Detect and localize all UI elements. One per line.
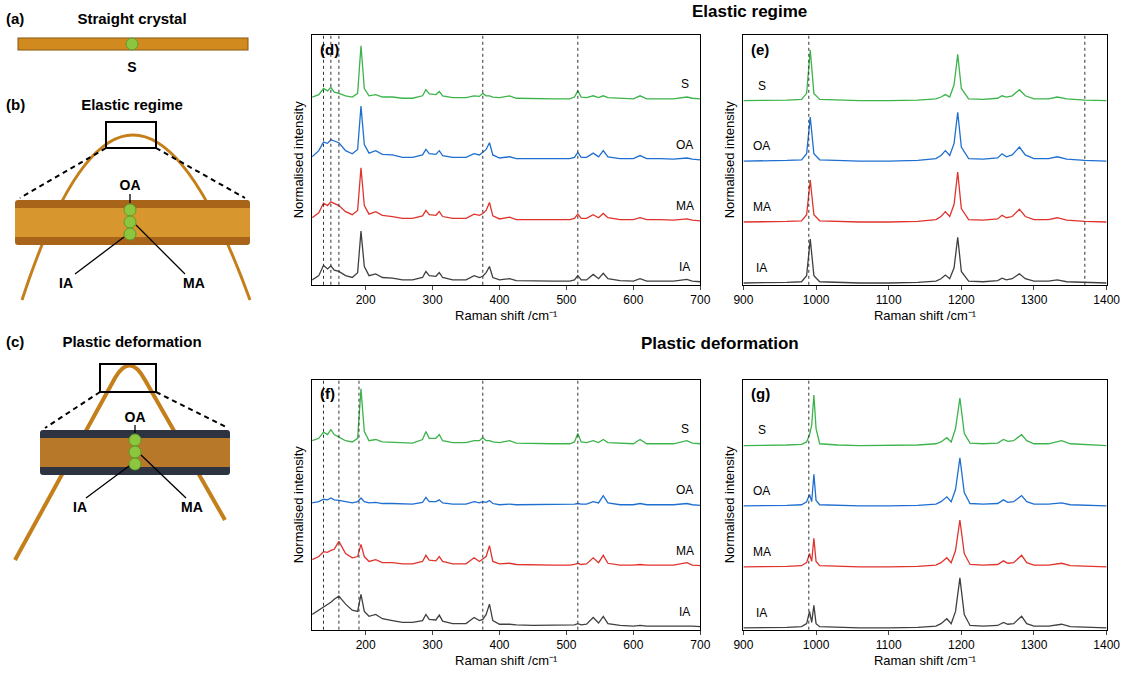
svg-text:MA: MA <box>676 199 694 213</box>
svg-text:OA: OA <box>753 484 770 498</box>
svg-text:MA: MA <box>676 544 694 558</box>
svg-text:OA: OA <box>120 177 141 193</box>
svg-text:IA: IA <box>756 261 767 275</box>
svg-text:MA: MA <box>753 545 771 559</box>
svg-text:IA: IA <box>756 606 767 620</box>
svg-text:900: 900 <box>733 638 753 652</box>
svg-text:1100: 1100 <box>876 638 902 652</box>
svg-text:Normalised intensity: Normalised intensity <box>291 101 306 219</box>
svg-text:S: S <box>758 423 766 437</box>
svg-text:Plastic deformation: Plastic deformation <box>641 334 799 353</box>
svg-text:400: 400 <box>489 638 509 652</box>
svg-text:(d): (d) <box>320 41 339 58</box>
svg-text:500: 500 <box>556 293 576 307</box>
svg-text:IA: IA <box>679 260 690 274</box>
svg-text:Normalised intensity: Normalised intensity <box>291 446 306 564</box>
svg-text:(e): (e) <box>751 41 769 58</box>
svg-text:1100: 1100 <box>876 293 902 307</box>
svg-text:1000: 1000 <box>803 293 830 307</box>
svg-text:300: 300 <box>423 638 443 652</box>
svg-text:1200: 1200 <box>948 293 975 307</box>
svg-text:OA: OA <box>125 409 146 425</box>
svg-text:Raman shift /cm⁻¹: Raman shift /cm⁻¹ <box>874 308 977 323</box>
svg-text:S: S <box>681 77 689 91</box>
svg-text:300: 300 <box>423 293 443 307</box>
svg-text:500: 500 <box>556 638 576 652</box>
svg-text:IA: IA <box>679 605 690 619</box>
svg-text:MA: MA <box>183 275 205 291</box>
svg-text:1400: 1400 <box>1093 638 1120 652</box>
svg-text:Raman shift /cm⁻¹: Raman shift /cm⁻¹ <box>455 653 558 668</box>
svg-text:OA: OA <box>676 138 693 152</box>
svg-text:1400: 1400 <box>1093 293 1120 307</box>
svg-text:1000: 1000 <box>803 638 830 652</box>
svg-text:Elastic regime: Elastic regime <box>692 2 807 21</box>
svg-text:(f): (f) <box>320 385 335 402</box>
svg-text:IA: IA <box>73 499 87 515</box>
svg-text:200: 200 <box>356 293 376 307</box>
svg-text:MA: MA <box>181 499 203 515</box>
svg-text:Normalised intensity: Normalised intensity <box>722 446 737 564</box>
svg-text:Plastic deformation: Plastic deformation <box>62 333 201 350</box>
svg-text:S: S <box>758 79 766 93</box>
svg-text:OA: OA <box>753 139 770 153</box>
svg-text:900: 900 <box>733 293 753 307</box>
svg-text:1200: 1200 <box>948 638 975 652</box>
svg-text:Normalised intensity: Normalised intensity <box>722 101 737 219</box>
svg-text:(g): (g) <box>751 385 770 402</box>
svg-text:S: S <box>681 422 689 436</box>
svg-text:(b): (b) <box>6 96 25 113</box>
svg-text:200: 200 <box>356 638 376 652</box>
svg-text:MA: MA <box>753 200 771 214</box>
svg-text:700: 700 <box>690 293 710 307</box>
svg-text:OA: OA <box>676 483 693 497</box>
svg-text:1300: 1300 <box>1021 293 1048 307</box>
svg-text:1300: 1300 <box>1021 638 1048 652</box>
svg-text:S: S <box>127 59 136 75</box>
svg-text:(c): (c) <box>6 333 24 350</box>
svg-text:Raman shift /cm⁻¹: Raman shift /cm⁻¹ <box>455 308 558 323</box>
svg-text:IA: IA <box>59 275 73 291</box>
svg-text:600: 600 <box>623 638 643 652</box>
svg-text:600: 600 <box>623 293 643 307</box>
svg-text:Raman shift /cm⁻¹: Raman shift /cm⁻¹ <box>874 653 977 668</box>
svg-text:Straight crystal: Straight crystal <box>77 10 186 27</box>
svg-text:700: 700 <box>690 638 710 652</box>
svg-text:400: 400 <box>489 293 509 307</box>
svg-text:(a): (a) <box>6 10 24 27</box>
svg-text:Elastic regime: Elastic regime <box>81 96 183 113</box>
